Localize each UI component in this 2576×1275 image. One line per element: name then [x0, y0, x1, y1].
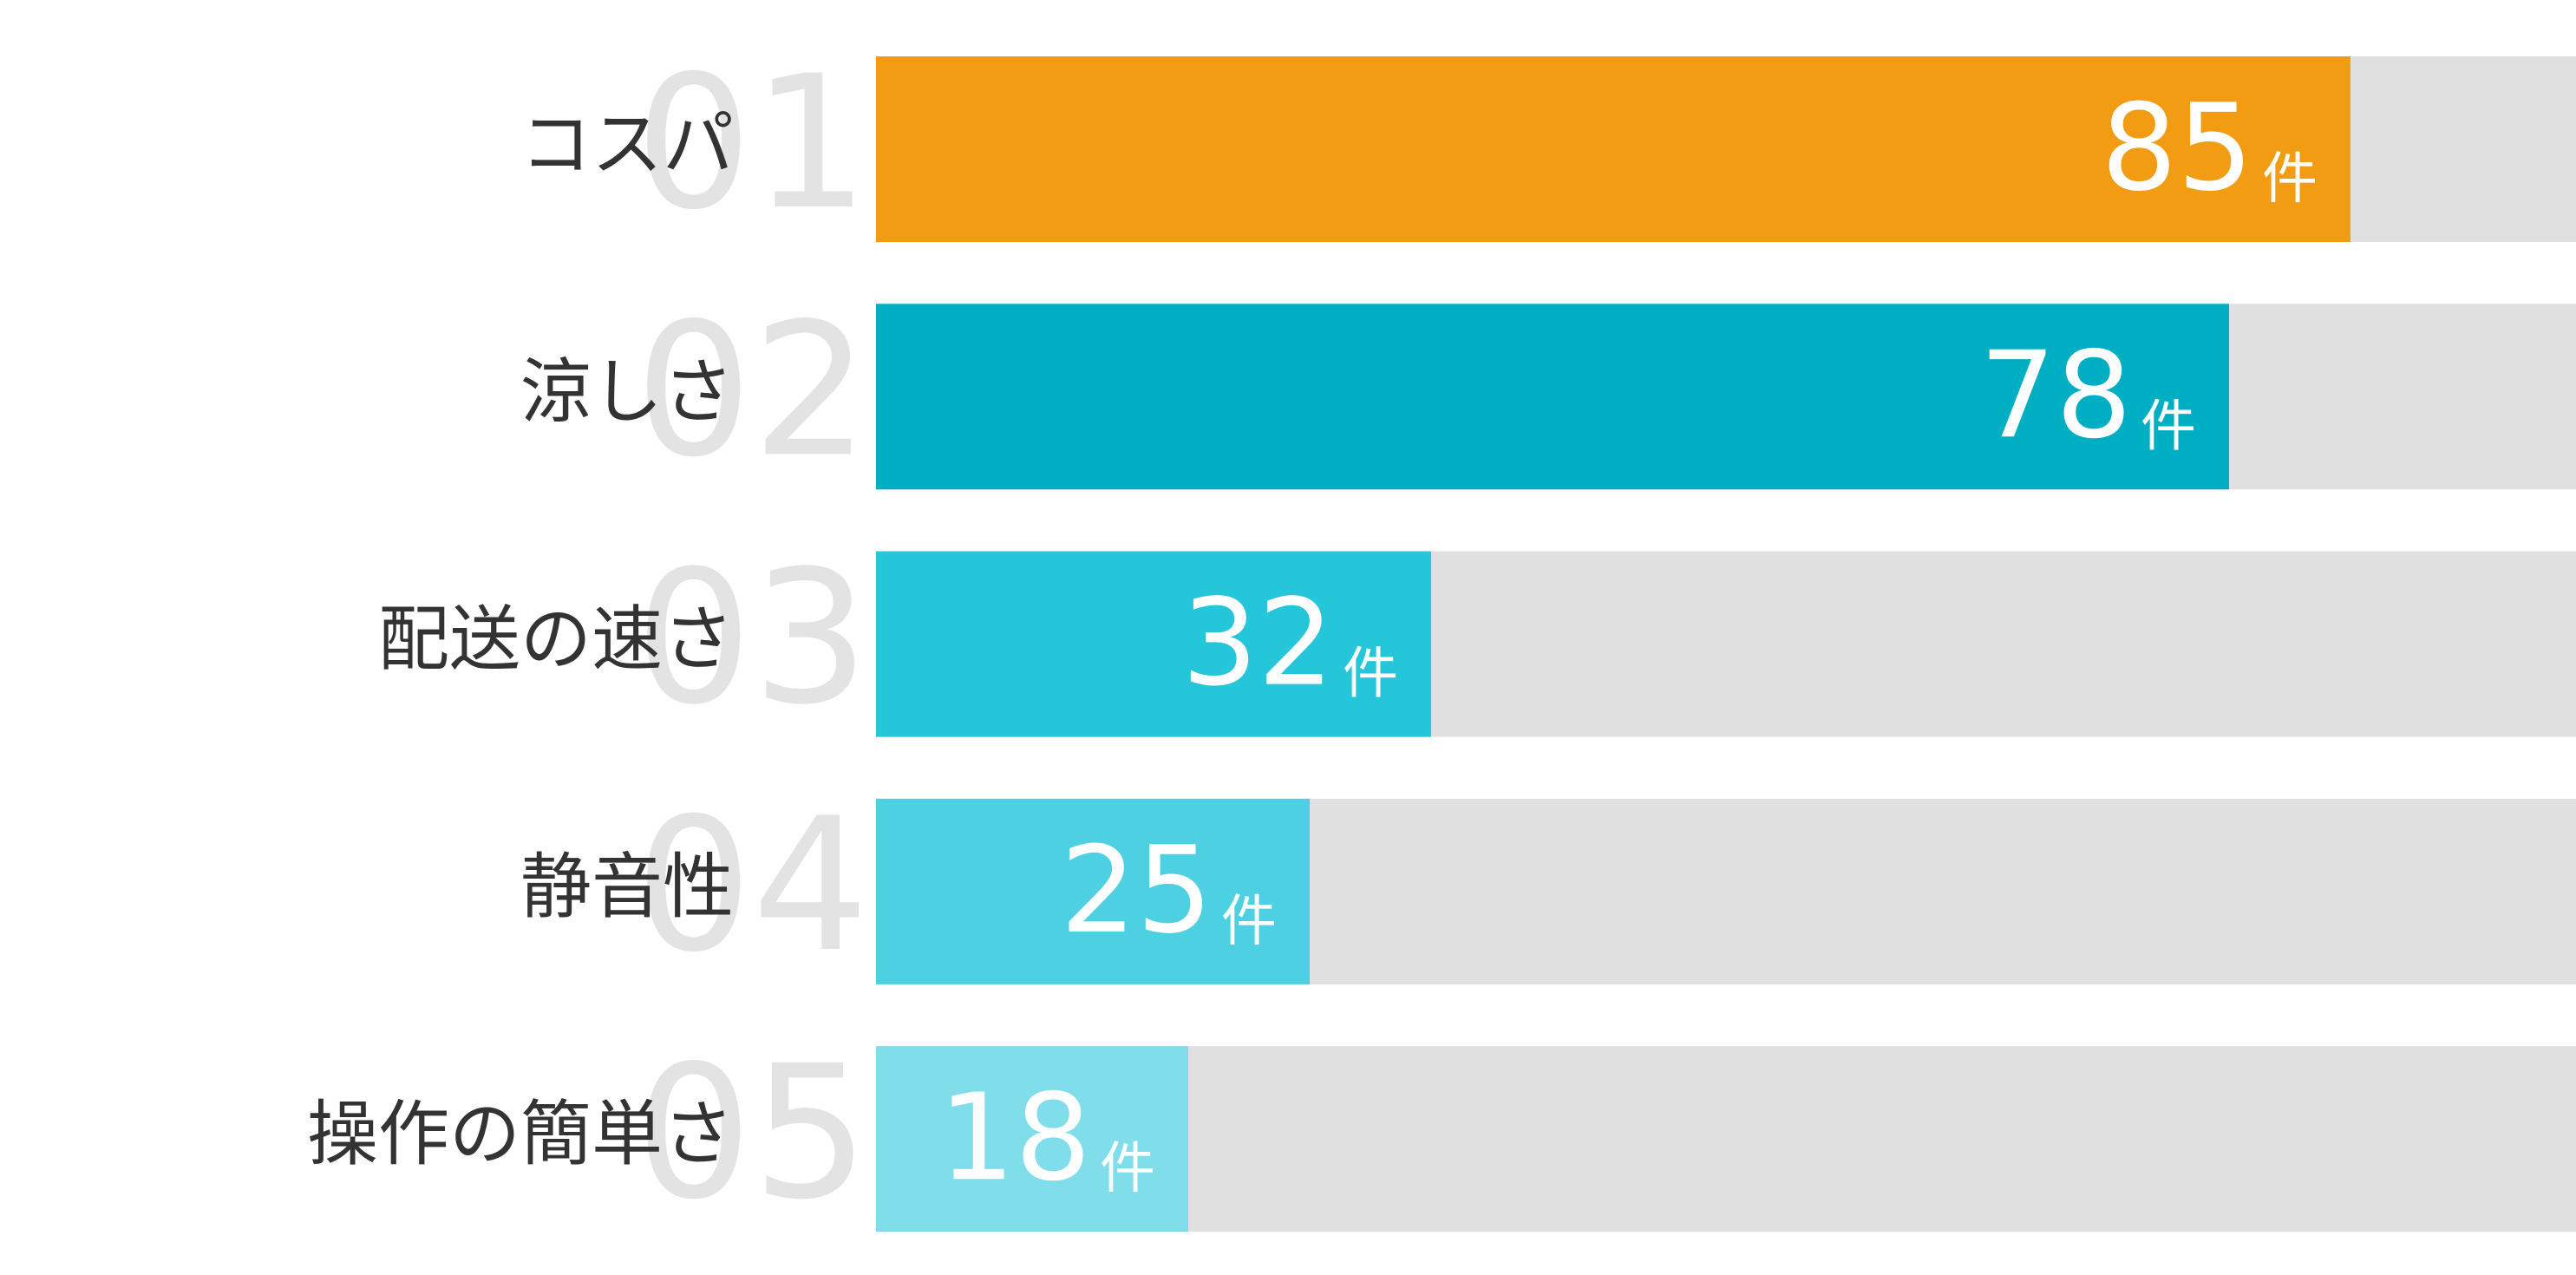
bar: [876, 304, 2229, 490]
value-number: 85: [2101, 78, 2253, 218]
value-label: 32 件: [1181, 572, 1398, 712]
value-number: 78: [1979, 325, 2132, 465]
rank-number: 02: [635, 283, 869, 497]
bar: [876, 56, 2350, 242]
category-label: 涼しさ: [520, 351, 734, 434]
value-number: 18: [938, 1068, 1091, 1207]
bar: [876, 1046, 1188, 1232]
value-unit: 件: [2141, 395, 2196, 459]
bar: [876, 551, 1431, 737]
value-number: 25: [1060, 820, 1213, 959]
value-number: 32: [1181, 572, 1334, 712]
value-label: 25 件: [1060, 820, 1277, 959]
value-label: 18 件: [938, 1068, 1155, 1207]
rank-number: 05: [635, 1025, 869, 1239]
category-label: コスパ: [520, 103, 734, 186]
value-unit: 件: [1343, 642, 1398, 706]
value-unit: 件: [1100, 1137, 1155, 1201]
value-label: 78 件: [1979, 325, 2196, 465]
category-label: 配送の速さ: [378, 598, 734, 681]
bar: [876, 798, 1310, 984]
rank-number: 03: [635, 531, 869, 745]
category-label: 操作の簡単さ: [307, 1094, 734, 1176]
category-label: 静音性: [520, 846, 734, 928]
value-unit: 件: [1221, 889, 1277, 953]
rank-number: 01: [635, 36, 869, 250]
rank-number: 04: [635, 778, 869, 992]
value-unit: 件: [2262, 147, 2318, 212]
value-label: 85 件: [2101, 78, 2318, 218]
